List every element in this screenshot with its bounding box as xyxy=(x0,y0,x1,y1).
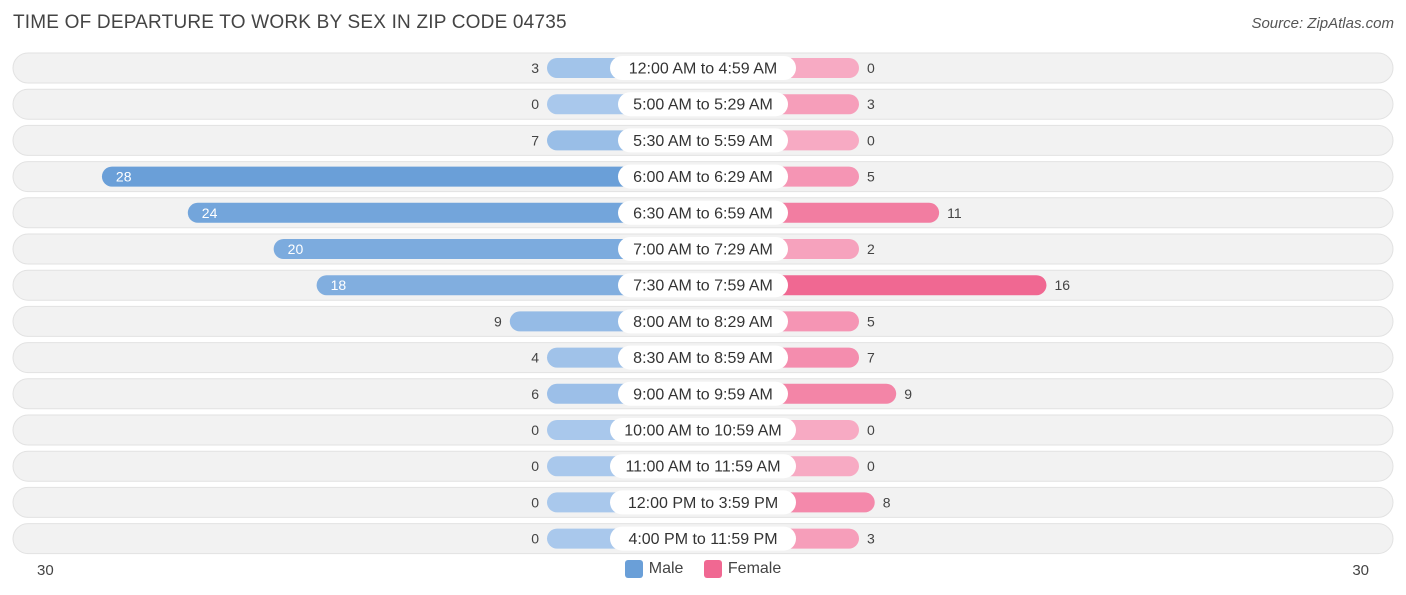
category-label: 12:00 AM to 4:59 AM xyxy=(629,61,778,78)
male-bar xyxy=(316,275,703,296)
male-value-label: 6 xyxy=(531,386,539,402)
male-value-label: 3 xyxy=(531,60,539,76)
female-value-label: 5 xyxy=(867,169,875,185)
legend-label-male: Male xyxy=(648,560,684,577)
female-value-label: 3 xyxy=(867,96,875,112)
category-label: 8:30 AM to 8:59 AM xyxy=(633,350,773,367)
male-value-label: 0 xyxy=(531,531,539,547)
category-pill xyxy=(610,56,796,80)
male-value-label: 20 xyxy=(288,241,304,257)
category-pill xyxy=(610,418,796,442)
female-value-label: 11 xyxy=(947,205,962,221)
male-value-label: 18 xyxy=(331,277,347,293)
male-bar xyxy=(187,202,704,223)
category-pill xyxy=(618,309,788,334)
axis-right-label: 30 xyxy=(1352,562,1369,579)
male-value-label: 9 xyxy=(494,313,502,329)
legend-label-female: Female xyxy=(727,560,782,577)
category-label: 5:30 AM to 5:59 AM xyxy=(633,133,773,150)
legend-item-female: Female xyxy=(703,560,782,578)
source-label: Source: ZipAtlas.com xyxy=(1251,15,1394,32)
male-value-label: 0 xyxy=(531,96,539,112)
category-pill xyxy=(618,200,788,225)
category-label: 7:30 AM to 7:59 AM xyxy=(633,278,773,295)
male-bar xyxy=(273,239,703,259)
male-value-label: 4 xyxy=(531,350,539,366)
category-pill xyxy=(618,237,788,261)
category-label: 8:00 AM to 8:29 AM xyxy=(633,314,773,331)
female-value-label: 5 xyxy=(867,313,875,329)
female-value-label: 16 xyxy=(1054,277,1070,293)
male-value-label: 24 xyxy=(202,205,218,221)
female-value-label: 2 xyxy=(867,241,875,257)
category-label: 6:30 AM to 6:59 AM xyxy=(633,205,773,222)
female-value-label: 7 xyxy=(867,350,875,366)
female-value-label: 3 xyxy=(867,531,875,547)
category-label: 6:00 AM to 6:29 AM xyxy=(633,169,773,186)
category-label: 10:00 AM to 10:59 AM xyxy=(624,423,781,440)
legend-swatch-female xyxy=(703,560,722,578)
category-label: 11:00 AM to 11:59 AM xyxy=(625,459,780,476)
category-pill xyxy=(618,345,788,370)
female-bar xyxy=(703,275,1047,296)
male-value-label: 0 xyxy=(531,458,539,474)
male-value-label: 0 xyxy=(531,422,539,438)
category-label: 5:00 AM to 5:29 AM xyxy=(633,97,773,114)
category-pill xyxy=(618,273,788,298)
female-value-label: 8 xyxy=(883,494,891,510)
axis-left-label: 30 xyxy=(37,562,54,579)
male-value-label: 7 xyxy=(531,132,539,148)
category-pill xyxy=(618,164,788,189)
female-value-label: 0 xyxy=(867,132,875,148)
female-value-label: 0 xyxy=(867,422,875,438)
legend: Male Female xyxy=(0,560,1406,583)
category-label: 4:00 PM to 11:59 PM xyxy=(628,531,777,548)
category-label: 12:00 PM to 3:59 PM xyxy=(628,495,778,512)
category-pill xyxy=(618,128,788,153)
chart-title: TIME OF DEPARTURE TO WORK BY SEX IN ZIP … xyxy=(13,12,567,33)
female-value-label: 0 xyxy=(867,60,875,76)
category-pill xyxy=(610,526,796,551)
female-value-label: 9 xyxy=(904,386,912,402)
female-value-label: 0 xyxy=(867,458,875,474)
legend-swatch-male xyxy=(624,560,643,578)
male-value-label: 0 xyxy=(531,494,539,510)
category-pill xyxy=(618,92,788,117)
category-pill xyxy=(610,454,796,479)
category-label: 7:00 AM to 7:29 AM xyxy=(633,242,773,259)
category-pill xyxy=(610,490,796,515)
category-pill xyxy=(618,381,788,406)
male-value-label: 28 xyxy=(116,169,132,185)
category-label: 9:00 AM to 9:59 AM xyxy=(633,386,773,403)
legend-item-male: Male xyxy=(624,560,684,578)
male-bar xyxy=(101,166,703,187)
